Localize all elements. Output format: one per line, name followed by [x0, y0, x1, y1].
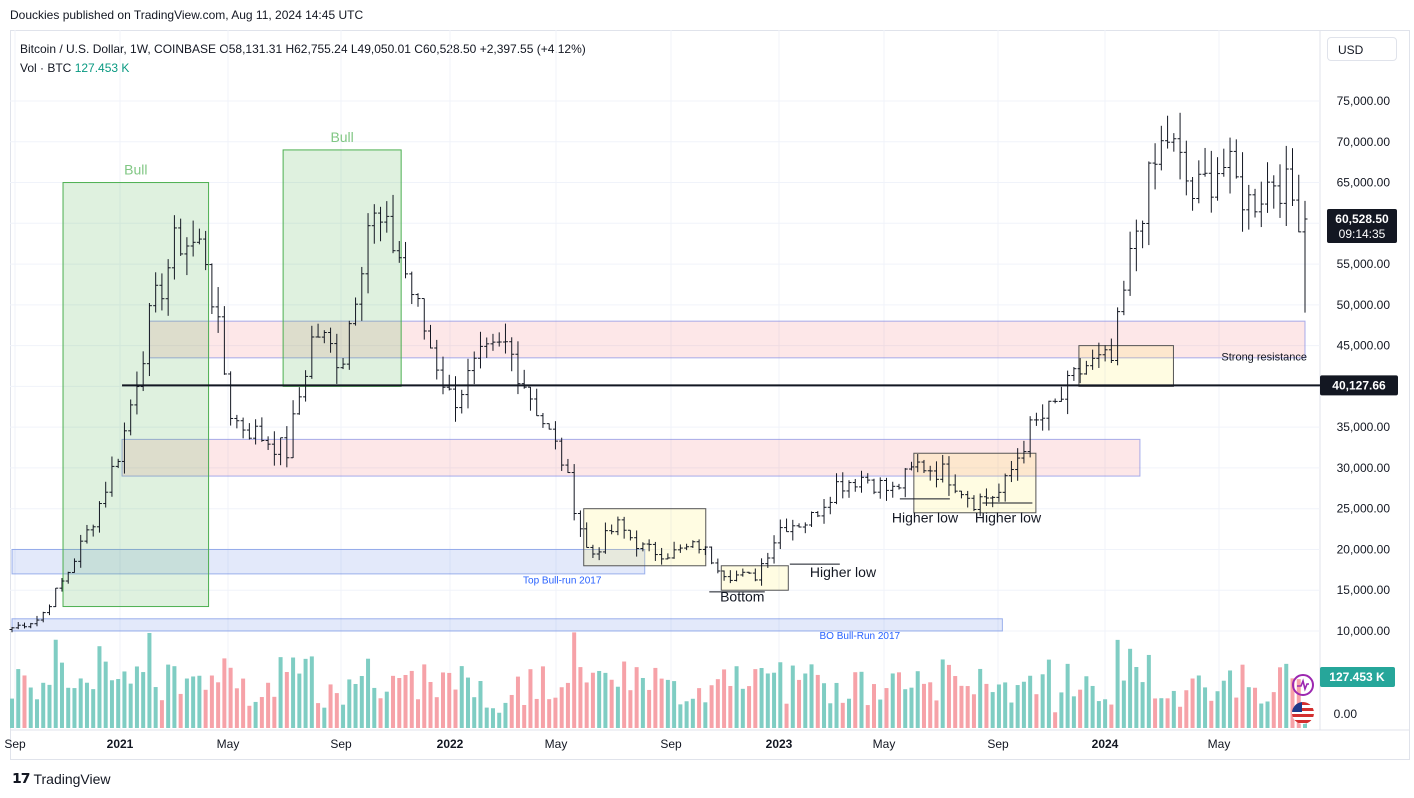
low-value: L49,050.01: [350, 42, 411, 56]
change-value: +2,397.55 (+4.12%): [479, 42, 586, 56]
chart-frame: [10, 30, 1410, 760]
close-value: C60,528.50: [414, 42, 477, 56]
volume-legend-row: Vol · BTC 127.453 K: [20, 59, 586, 78]
open-value: O58,131.31: [219, 42, 283, 56]
footer-brand-label: TradingView: [33, 770, 111, 787]
symbol-label[interactable]: Bitcoin / U.S. Dollar, 1W, COINBASE: [20, 42, 217, 56]
volume-value: 127.453 K: [74, 61, 130, 75]
publisher-line: Douckies published on TradingView.com, A…: [10, 8, 364, 22]
chart-legend: Bitcoin / U.S. Dollar, 1W, COINBASE O58,…: [20, 40, 586, 78]
volume-label[interactable]: Vol · BTC: [20, 61, 72, 75]
ohlc-legend-row: Bitcoin / U.S. Dollar, 1W, COINBASE O58,…: [20, 40, 586, 59]
footer-brand[interactable]: 𝟭𝟳 TradingView: [12, 770, 111, 787]
currency-button[interactable]: USD: [1327, 37, 1397, 61]
us-flag-icon[interactable]: [1292, 702, 1314, 724]
high-value: H62,755.24: [285, 42, 348, 56]
pulse-icon[interactable]: [1292, 674, 1314, 696]
tradingview-logo-icon: 𝟭𝟳: [12, 770, 31, 786]
